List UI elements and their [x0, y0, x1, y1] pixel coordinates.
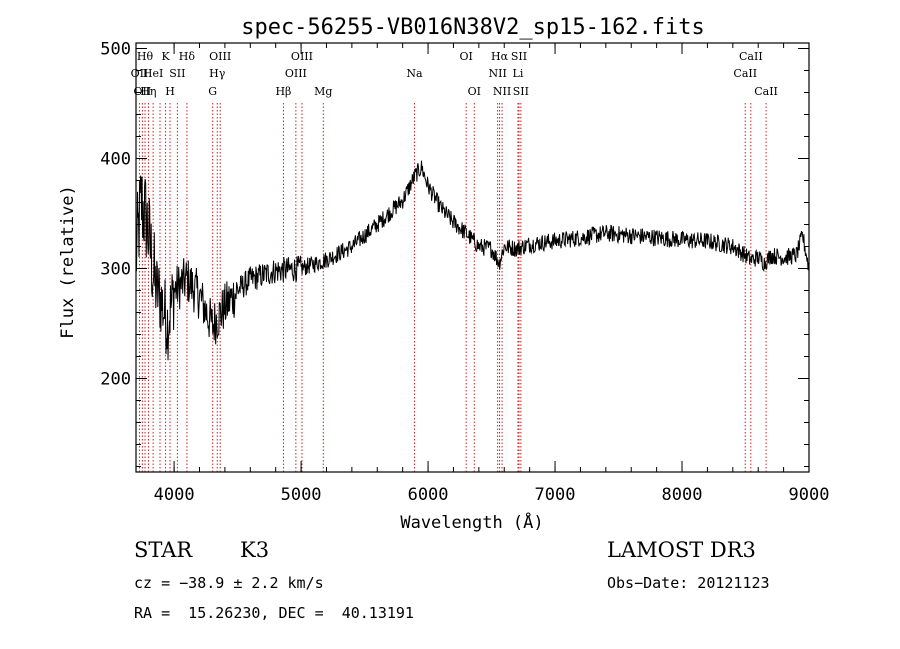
y-tick-label-3: 500 [100, 40, 131, 60]
redshift-readout: cz = −38.9 ± 2.2 km/s [134, 574, 324, 592]
axis-ticks: 4000 5000 6000 7000 8000 9000 200 300 400 500 [100, 40, 829, 506]
x-tick-label-4: 8000 [662, 485, 703, 505]
x-axis-label: Wavelength (Å) [400, 511, 543, 533]
x-tick-label-3: 7000 [535, 485, 576, 505]
line-marker-label-6: K [161, 50, 170, 63]
line-marker-label-17: Na [406, 67, 423, 80]
coordinates: RA = 15.26230, DEC = 40.13191 [134, 604, 414, 622]
line-marker-label-19: OI [468, 85, 481, 98]
line-marker-label-8: SII [169, 67, 185, 80]
line-marker-label-26: CaII [733, 67, 757, 80]
plot-frame [135, 42, 810, 473]
line-marker-label-3: Hη [140, 85, 156, 98]
line-marker-label-25: SII [513, 85, 529, 98]
line-marker-label-24: SII [511, 50, 527, 63]
line-marker-label-23: Li [513, 67, 524, 80]
line-marker-label-21: Hα [491, 50, 509, 63]
spectrum-series [135, 160, 810, 361]
obs-date: Obs−Date: 20121123 [607, 574, 770, 592]
line-marker-label-2: Hθ [137, 50, 154, 63]
line-marker-label-0: OII [131, 67, 149, 80]
x-tick-label-0: 4000 [154, 485, 195, 505]
line-marker-label-1: OII [133, 85, 151, 98]
y-axis-label: Flux (relative) [58, 185, 78, 339]
chart-title: spec-56255-VB016N38V2_sp15-162.fits [241, 15, 705, 40]
line-marker-label-18: OI [459, 50, 472, 63]
line-marker-label-16: Mg [314, 85, 332, 98]
y-tick-label-2: 400 [100, 150, 131, 170]
line-marker-label-15: OIII [291, 50, 313, 63]
y-tick-label-0: 200 [100, 370, 131, 390]
object-class: STAR [134, 538, 193, 562]
survey-name: LAMOST DR3 [607, 538, 756, 562]
line-marker-label-4: HeI [143, 67, 163, 80]
spectrum-line [135, 160, 810, 361]
object-subclass: K3 [240, 538, 270, 562]
line-marker-label-28: CaII [754, 85, 778, 98]
line-marker-label-13: Hβ [275, 85, 291, 98]
line-marker-label-9: Hδ [179, 50, 196, 63]
line-marker-label-27: CaII [739, 50, 763, 63]
line-marker-label-12: OIII [209, 50, 231, 63]
line-marker-label-7: H [165, 85, 175, 98]
line-marker-label-11: Hγ [209, 67, 226, 80]
line-marker-label-14: OIII [285, 67, 307, 80]
y-tick-label-1: 300 [100, 260, 131, 280]
x-tick-label-2: 6000 [408, 485, 449, 505]
x-tick-label-1: 5000 [281, 485, 322, 505]
x-tick-label-5: 9000 [789, 485, 830, 505]
line-marker-label-22: NII [493, 85, 511, 98]
emission-line-markers: OII OII Hθ Hη HeI K H SII Hδ G Hγ OIII Hβ OIII OIII Mg N… [131, 50, 778, 472]
line-marker-label-20: NII [488, 67, 506, 80]
line-marker-label-10: G [208, 85, 217, 98]
